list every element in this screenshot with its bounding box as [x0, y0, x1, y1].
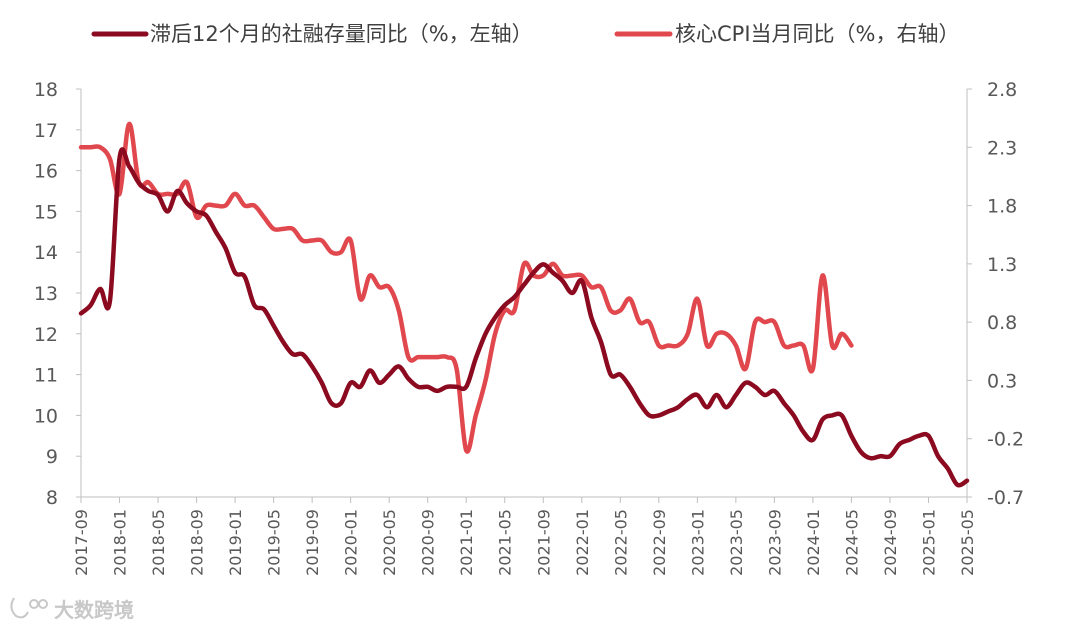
x-tick-label: 2021-09: [534, 509, 553, 576]
watermark-text: 大数跨境: [54, 598, 134, 622]
x-tick-label: 2019-01: [226, 509, 245, 576]
x-tick-label: 2018-09: [188, 509, 207, 576]
watermark-logo-icon: [10, 597, 48, 619]
x-tick-label: 2024-09: [881, 509, 900, 576]
y-right-tick-label: 2.3: [987, 137, 1017, 159]
y-left-tick-label: 18: [34, 79, 58, 101]
y-left-tick-label: 9: [46, 446, 58, 468]
x-tick-label: 2025-05: [958, 509, 977, 576]
y-right-tick-label: 0.8: [987, 312, 1017, 334]
x-tick-label: 2021-05: [496, 509, 515, 576]
y-left-tick-label: 10: [34, 405, 58, 427]
x-tick-label: 2023-05: [727, 509, 746, 576]
x-tick-label: 2017-09: [72, 509, 91, 576]
series-line-social-financing: [78, 147, 970, 488]
x-tick-label: 2018-01: [111, 509, 130, 576]
y-left-tick-label: 13: [34, 283, 58, 305]
x-tick-label: 2022-05: [611, 509, 630, 576]
x-tick-label: 2019-05: [265, 509, 284, 576]
legend: 滞后12个月的社融存量同比（%，左轴） 核心CPI当月同比（%，右轴）: [91, 22, 959, 46]
y-left-tick-label: 14: [34, 242, 58, 264]
y-left-tick-label: 8: [46, 487, 58, 509]
x-tick-label: 2020-09: [419, 509, 438, 576]
x-tick-label: 2023-09: [765, 509, 784, 576]
x-tick-label: 2021-01: [457, 509, 476, 576]
legend-label-core-cpi: 核心CPI当月同比（%，右轴）: [675, 22, 959, 46]
y-left-tick-label: 17: [34, 120, 58, 142]
x-tick-label: 2018-05: [149, 509, 168, 576]
watermark: 大数跨境: [10, 597, 134, 622]
series-line-core-cpi: [78, 121, 854, 454]
y-left-tick-label: 16: [34, 161, 58, 183]
y-right-tick-label: -0.7: [987, 487, 1024, 509]
y-right-tick-label: -0.2: [987, 429, 1024, 451]
y-left-tick-label: 12: [34, 324, 58, 346]
y-left-tick-label: 11: [34, 365, 58, 387]
x-tick-label: 2024-01: [804, 509, 823, 576]
x-tick-label: 2023-01: [688, 509, 707, 576]
x-tick-label: 2022-09: [650, 509, 669, 576]
axes: 8 9 10 11 12 13 14 15 16 17 18 -0.7 -0.2 0.3 0.8 1.3 1.8…: [34, 79, 1024, 576]
x-tick-label: 2020-01: [342, 509, 361, 576]
y-right-tick-label: 1.3: [987, 254, 1017, 276]
x-tick-label: 2020-05: [380, 509, 399, 576]
y-right-tick-label: 2.8: [987, 79, 1017, 101]
y-left-tick-label: 15: [34, 201, 58, 223]
plot-lines: [78, 121, 970, 488]
legend-label-social-financing: 滞后12个月的社融存量同比（%，左轴）: [150, 22, 533, 46]
x-tick-label: 2019-09: [303, 509, 322, 576]
x-tick-label: 2022-01: [573, 509, 592, 576]
y-right-tick-label: 1.8: [987, 196, 1017, 218]
y-right-tick-label: 0.3: [987, 370, 1017, 392]
x-tick-label: 2024-05: [842, 509, 861, 576]
x-tick-label: 2025-01: [919, 509, 938, 576]
